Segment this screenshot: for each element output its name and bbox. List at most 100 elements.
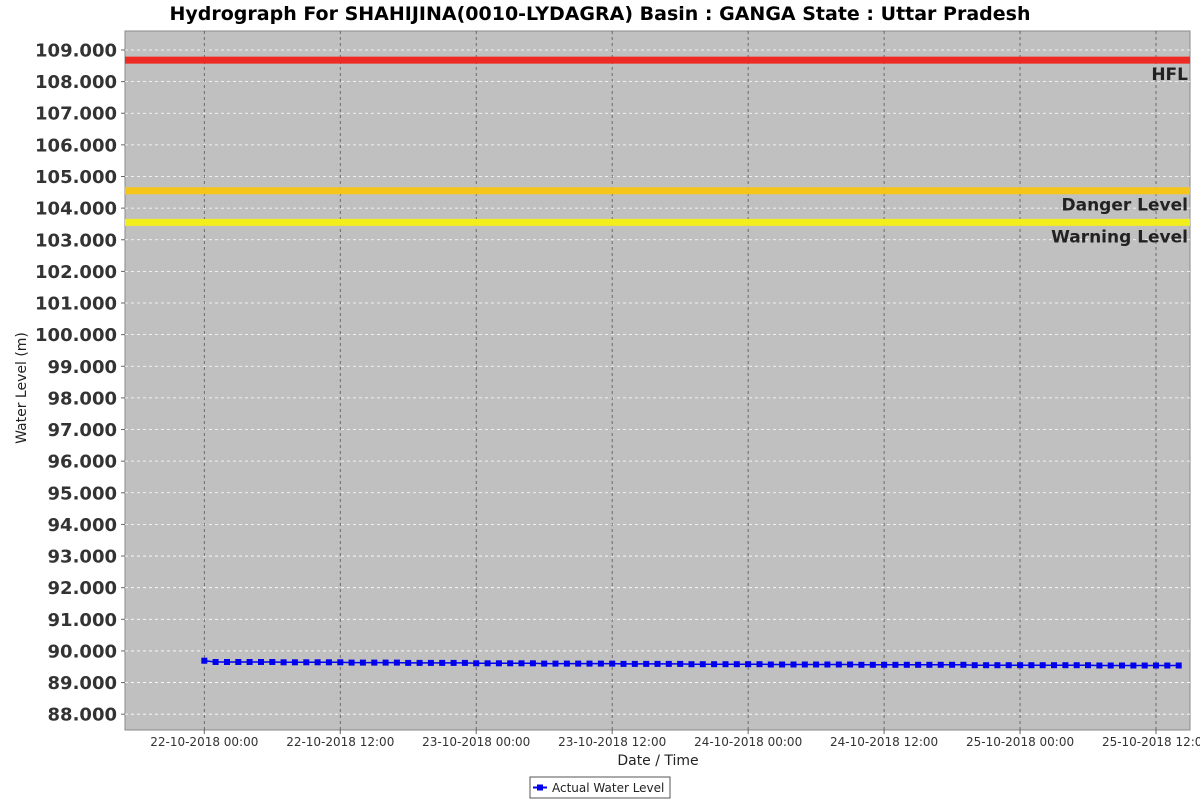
data-point (1096, 662, 1103, 669)
chart-title: Hydrograph For SHAHIJINA(0010-LYDAGRA) B… (170, 3, 1031, 25)
data-point (427, 659, 434, 666)
data-point (790, 661, 797, 668)
y-tick-label: 98.000 (48, 388, 117, 409)
data-point (269, 659, 276, 665)
data-point (224, 659, 230, 665)
data-point (813, 661, 820, 668)
data-point (835, 661, 842, 668)
reference-lines: HFL Danger Level Warning Level (125, 56, 1190, 247)
data-point (246, 659, 253, 665)
data-point (1130, 662, 1137, 669)
data-point (597, 660, 604, 667)
data-point (291, 659, 298, 666)
data-point (1017, 662, 1024, 669)
data-point (450, 659, 457, 666)
y-tick-label: 107.000 (35, 104, 117, 125)
data-point (847, 661, 854, 668)
x-tick-label: 25-10-2018 00:00 (966, 735, 1074, 749)
data-point (869, 661, 876, 668)
y-axis-label: Water Level (m) (14, 332, 30, 444)
x-tick-label: 25-10-2018 12:00 (1102, 735, 1200, 749)
y-tick-label: 96.000 (48, 452, 117, 473)
y-tick-label: 89.000 (48, 673, 117, 694)
data-point (677, 660, 684, 667)
data-point (371, 659, 378, 666)
x-tick-label: 22-10-2018 12:00 (286, 735, 394, 749)
data-point (1028, 662, 1035, 669)
data-point (643, 660, 650, 667)
data-point (949, 661, 956, 668)
legend-marker-swatch (537, 784, 543, 791)
data-point (359, 659, 366, 666)
data-point (1153, 662, 1159, 669)
data-point (325, 659, 332, 666)
data-point (393, 659, 400, 666)
y-tick-label: 105.000 (35, 167, 117, 188)
data-point (201, 657, 208, 664)
data-point (416, 659, 423, 666)
data-point (1062, 662, 1069, 669)
data-point (756, 661, 763, 668)
data-point (779, 661, 786, 668)
y-tick-label: 106.000 (35, 135, 117, 156)
y-tick-label: 92.000 (48, 578, 117, 599)
x-tick-label: 22-10-2018 00:00 (150, 735, 258, 749)
data-point (892, 661, 899, 668)
y-tick-label: 91.000 (48, 610, 117, 631)
legend: Actual Water Level (529, 776, 671, 799)
series-layer (201, 657, 1182, 669)
data-point (654, 660, 661, 667)
data-point (575, 660, 582, 667)
y-tick-label: 101.000 (35, 294, 117, 315)
reference-line-label: HFL (1151, 65, 1188, 85)
data-point (235, 659, 242, 665)
data-point (903, 661, 910, 668)
data-point (405, 659, 412, 666)
data-point (382, 659, 389, 666)
y-tick-label: 99.000 (48, 357, 117, 378)
data-point (631, 660, 638, 667)
data-point (960, 661, 967, 668)
data-point (609, 660, 616, 667)
data-point (733, 661, 740, 668)
data-point (1141, 662, 1148, 669)
y-tick-label: 88.000 (48, 705, 117, 726)
y-tick-label: 90.000 (48, 641, 117, 662)
data-point (439, 659, 446, 666)
data-point (507, 660, 514, 667)
reference-line-label: Warning Level (1051, 227, 1188, 247)
data-point (1175, 662, 1182, 669)
data-point (563, 660, 570, 667)
x-tick-label: 24-10-2018 12:00 (830, 735, 938, 749)
y-tick-label: 104.000 (35, 199, 117, 220)
data-point (1073, 662, 1080, 669)
data-point (1085, 662, 1091, 669)
y-tick-label: 108.000 (35, 72, 117, 93)
y-tick-label: 97.000 (48, 420, 117, 441)
data-point (473, 660, 480, 667)
data-point (915, 661, 922, 668)
data-point (983, 662, 990, 669)
data-point (767, 661, 774, 668)
data-point (495, 660, 502, 667)
data-point (665, 660, 672, 667)
data-point (303, 659, 310, 666)
y-tick-label: 95.000 (48, 483, 117, 504)
x-tick-label: 23-10-2018 12:00 (558, 735, 666, 749)
data-point (314, 659, 321, 666)
x-gridlines (203, 31, 1157, 730)
data-point (699, 661, 706, 668)
data-point (745, 661, 752, 668)
data-point (994, 662, 1001, 669)
data-point (258, 659, 264, 665)
y-tick-label: 103.000 (35, 230, 117, 251)
data-point (280, 659, 287, 666)
data-point (971, 662, 978, 669)
data-point (858, 661, 865, 668)
data-point (688, 661, 695, 668)
data-point (620, 660, 627, 667)
data-point (926, 661, 933, 668)
x-axis-ticks: 22-10-2018 00:00 22-10-2018 12:00 23-10-20… (150, 730, 1200, 749)
data-point (348, 659, 355, 666)
